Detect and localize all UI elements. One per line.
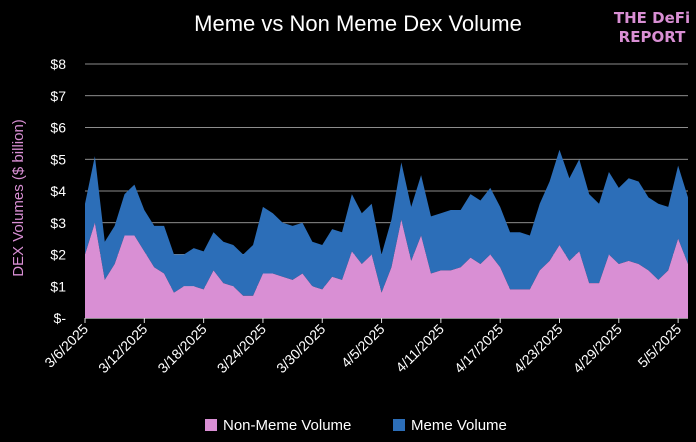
y-axis-label: DEX Volumes ($ billion) <box>10 119 27 277</box>
y-tick-label: $7 <box>50 88 66 104</box>
y-tick-label: $3 <box>50 215 66 231</box>
legend-swatch-non-meme <box>205 419 217 431</box>
area-non-meme-volume <box>85 219 688 318</box>
y-tick-labels: $- $1 $2 $3 $4 $5 $6 $7 $8 <box>50 56 66 326</box>
logo: THE DeFi REPORT <box>614 9 690 46</box>
legend-swatch-meme <box>393 419 405 431</box>
y-tick-label: $2 <box>50 247 66 263</box>
logo-line2: REPORT <box>619 28 686 46</box>
y-tick-label: $5 <box>50 151 66 167</box>
y-tick-label: $1 <box>50 278 66 294</box>
logo-line1: THE DeFi <box>614 9 690 27</box>
legend-label-meme: Meme Volume <box>411 417 507 434</box>
legend-label-non-meme: Non-Meme Volume <box>223 417 351 434</box>
area-meme-volume <box>85 149 688 296</box>
y-tick-label: $4 <box>50 183 66 199</box>
chart-title: Meme vs Non Meme Dex Volume <box>194 11 522 36</box>
y-tick-label: $8 <box>50 56 66 72</box>
legend: Non-Meme Volume Meme Volume <box>205 417 507 434</box>
area-series <box>85 149 688 318</box>
y-tick-label: $- <box>54 310 67 326</box>
y-tick-label: $6 <box>50 120 66 136</box>
